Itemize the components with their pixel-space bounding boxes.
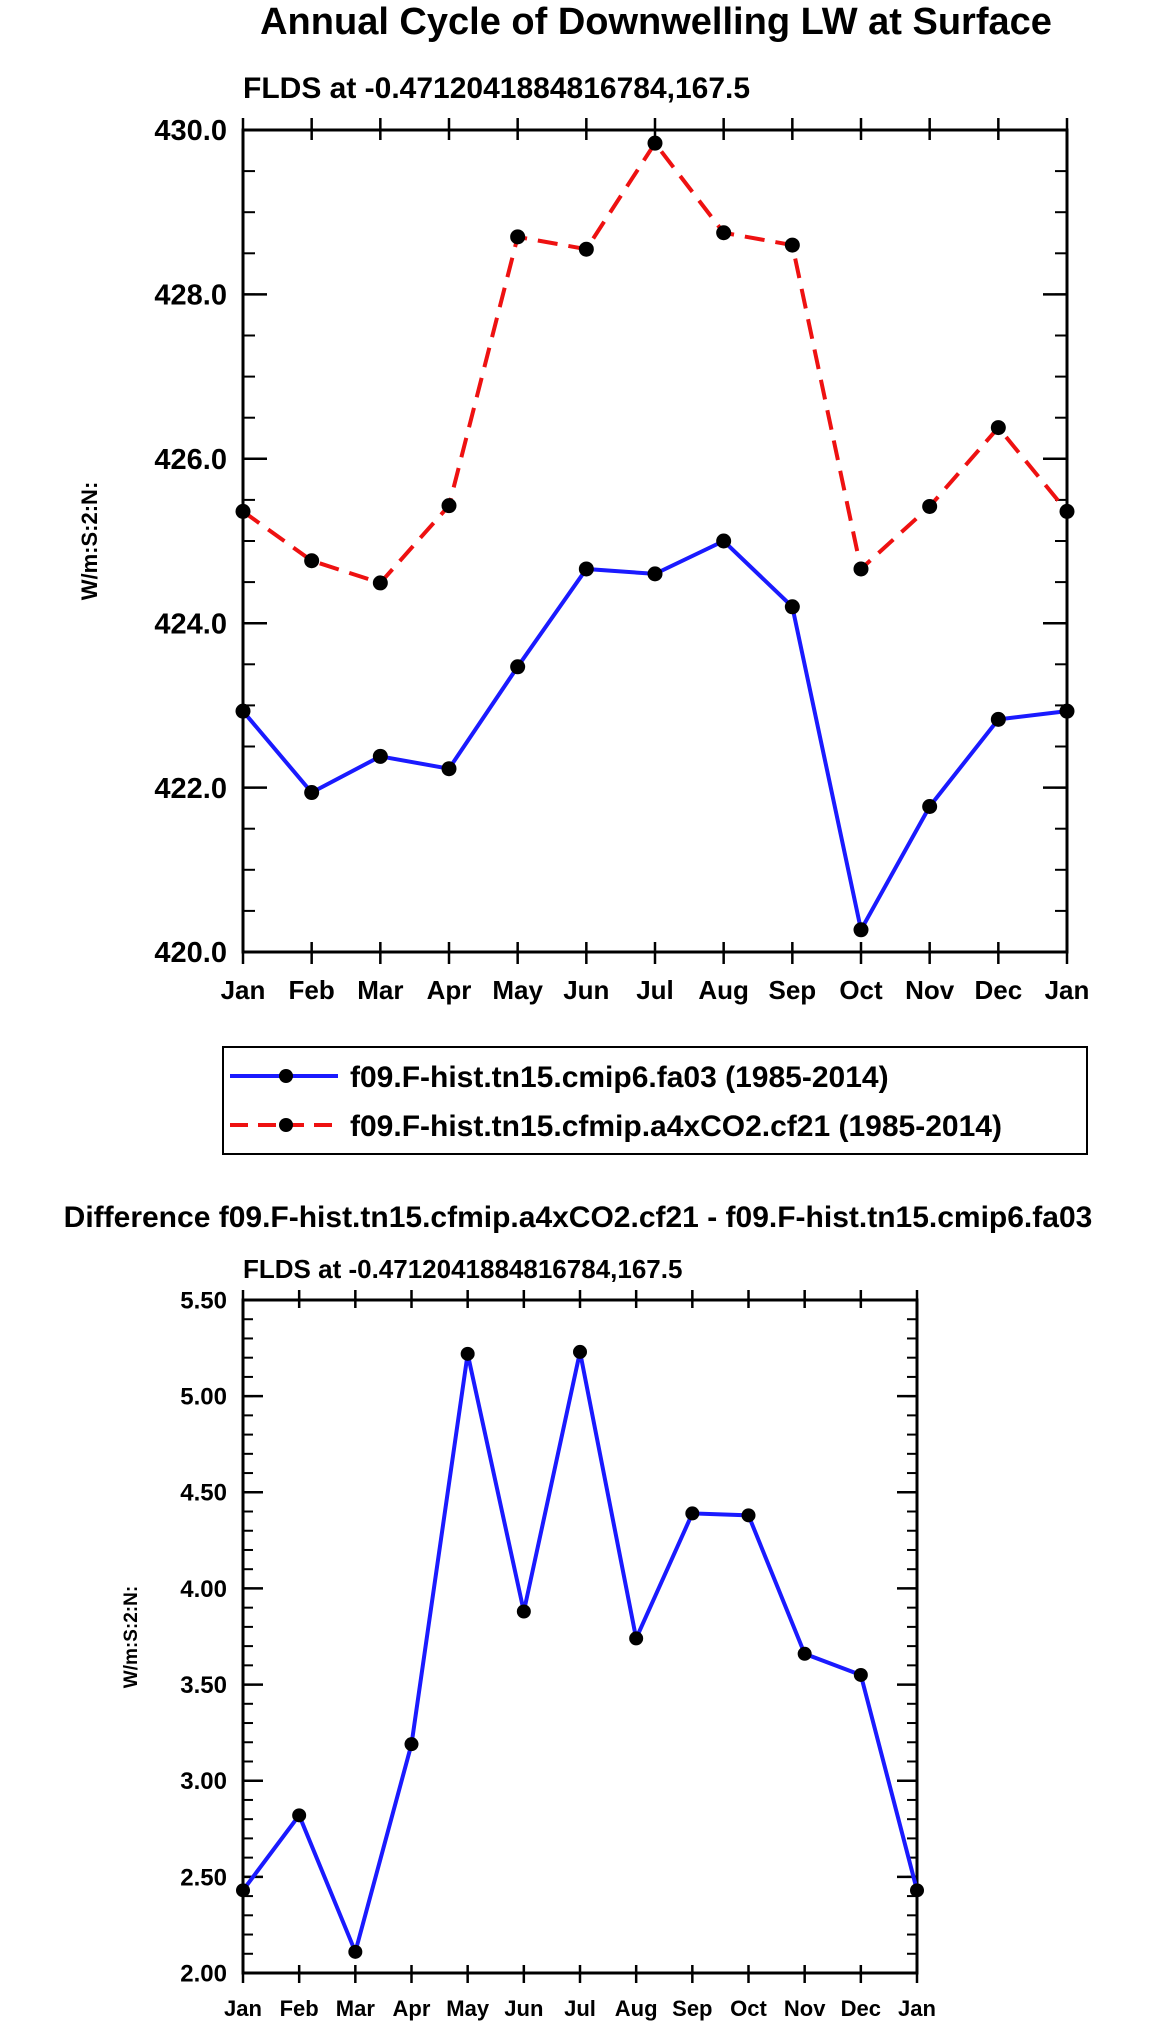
y-tick-label: 420.0 [154, 937, 227, 969]
x-tick-label: Jun [504, 1996, 543, 2021]
series-0-point [510, 659, 526, 675]
series-1-point [578, 241, 594, 257]
series-0-point [348, 1944, 363, 1959]
x-tick-label: May [492, 975, 543, 1005]
series-line-0 [241, 538, 1068, 936]
y-tick-label: 3.50 [180, 1672, 227, 1699]
legend-marker-a4xco2 [279, 1118, 293, 1132]
series-1-point [510, 229, 526, 245]
series-0-point [647, 566, 663, 582]
x-tick-label: Dec [974, 975, 1022, 1005]
x-tick-label: Aug [615, 1996, 658, 2021]
x-tick-label: May [446, 1996, 490, 2021]
y-tick-label: 4.50 [180, 1480, 227, 1507]
bottom-chart-suptitle: Difference f09.F-hist.tn15.cfmip.a4xCO2.… [64, 1201, 1093, 1234]
series-0-point [441, 761, 457, 777]
series-1-point [922, 498, 938, 514]
series-0-point [741, 1508, 756, 1523]
series-0-point [516, 1604, 531, 1619]
x-tick-label: Dec [841, 1996, 881, 2021]
legend: f09.F-hist.tn15.cmip6.fa03 (1985-2014) f… [222, 1046, 1088, 1155]
series-0-point [716, 533, 732, 549]
series-0-point [235, 703, 251, 719]
y-tick-label: 5.50 [180, 1287, 227, 1314]
x-tick-label: Apr [427, 975, 472, 1005]
x-tick-label: Jan [1045, 975, 1090, 1005]
series-0-point [784, 599, 800, 615]
series-1-point [304, 553, 320, 569]
top-plot-frame [241, 128, 1069, 954]
top-chart-title: FLDS at -0.4712041884816784,167.5 [243, 72, 750, 105]
bottom-chart-title: FLDS at -0.4712041884816784,167.5 [243, 1254, 682, 1284]
y-tick-label: 424.0 [154, 608, 227, 640]
series-1-point [372, 575, 388, 591]
x-tick-label: Jan [898, 1996, 936, 2021]
series-0-point [685, 1506, 700, 1521]
series-1-point [853, 561, 869, 577]
legend-marker-cmip6 [279, 1069, 293, 1083]
x-tick-label: Nov [905, 975, 955, 1005]
series-0-point [573, 1344, 587, 1359]
y-tick-label: 2.50 [180, 1864, 227, 1891]
y-tick-label: 4.00 [180, 1576, 227, 1603]
x-tick-label: Feb [280, 1996, 319, 2021]
series-1-point [716, 225, 732, 241]
top-chart: FLDS at -0.4712041884816784,167.5 W/m:S:… [77, 72, 1089, 1005]
series-0-point [578, 561, 594, 577]
x-tick-label: Nov [784, 1996, 826, 2021]
x-tick-label: Oct [730, 1996, 767, 2021]
x-tick-label: Jul [564, 1996, 596, 2021]
page-title: Annual Cycle of Downwelling LW at Surfac… [260, 1, 1052, 43]
series-0-point [372, 748, 388, 764]
x-tick-label: Jun [563, 975, 609, 1005]
series-0-point [990, 711, 1006, 727]
series-0-point [910, 1883, 924, 1898]
series-0-point [853, 922, 869, 938]
series-1-point [990, 420, 1006, 436]
y-tick-label: 2.00 [180, 1960, 227, 1987]
series-0-point [404, 1737, 419, 1752]
series-1-point [647, 135, 663, 151]
x-tick-label: Jan [224, 1996, 262, 2021]
bottom-plot-frame [241, 1298, 919, 1975]
x-tick-label: Jan [221, 975, 266, 1005]
y-tick-label: 428.0 [154, 280, 227, 312]
series-line-1 [241, 139, 1069, 586]
y-tick-label: 426.0 [154, 444, 227, 476]
series-0-point [853, 1667, 868, 1682]
y-tick-label: 422.0 [154, 773, 227, 805]
y-tick-label: 3.00 [180, 1768, 227, 1795]
series-0-point [304, 785, 320, 801]
series-0-point [629, 1631, 644, 1646]
series-0-point [797, 1646, 812, 1661]
series-1-point [1059, 503, 1075, 519]
legend-label-cmip6: f09.F-hist.tn15.cmip6.fa03 (1985-2014) [350, 1061, 889, 1094]
series-0-point [1059, 703, 1075, 719]
x-tick-label: Feb [289, 975, 335, 1005]
y-tick-label: 430.0 [154, 115, 227, 147]
bottom-y-axis-label: W/m:S:2:N: [121, 1586, 142, 1688]
series-1-point [235, 503, 251, 519]
bottom-chart: Difference f09.F-hist.tn15.cfmip.a4xCO2.… [64, 1201, 1093, 2021]
top-y-axis-label: W/m:S:2:N: [77, 482, 102, 601]
x-tick-label: Aug [698, 975, 749, 1005]
x-tick-label: Apr [393, 1996, 431, 2021]
x-tick-label: Oct [839, 975, 883, 1005]
x-tick-label: Jul [636, 975, 674, 1005]
series-0-point [922, 799, 938, 815]
y-tick-label: 5.00 [180, 1384, 227, 1411]
x-tick-label: Mar [336, 1996, 376, 2021]
x-tick-label: Sep [672, 1996, 712, 2021]
series-0-point [460, 1346, 475, 1361]
legend-box [222, 1046, 1088, 1155]
series-1-point [784, 237, 800, 253]
x-tick-label: Mar [357, 975, 403, 1005]
series-1-point [441, 498, 457, 514]
legend-label-a4xco2: f09.F-hist.tn15.cfmip.a4xCO2.cf21 (1985-… [350, 1110, 1002, 1143]
series-0-point [236, 1883, 250, 1898]
series-line-0 [241, 1351, 919, 1959]
x-tick-label: Sep [768, 975, 816, 1005]
series-0-point [292, 1808, 307, 1823]
